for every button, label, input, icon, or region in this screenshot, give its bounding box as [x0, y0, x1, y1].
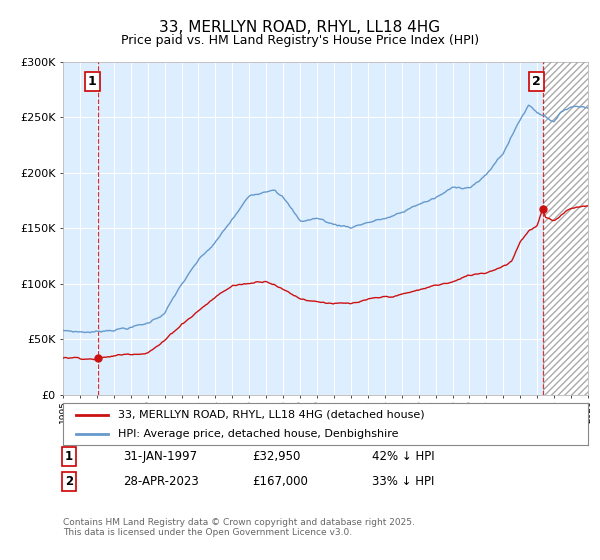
Text: £32,950: £32,950	[252, 450, 301, 463]
Text: Contains HM Land Registry data © Crown copyright and database right 2025.
This d: Contains HM Land Registry data © Crown c…	[63, 518, 415, 538]
Text: 1: 1	[65, 450, 73, 463]
Text: 33% ↓ HPI: 33% ↓ HPI	[372, 475, 434, 488]
Text: 33, MERLLYN ROAD, RHYL, LL18 4HG (detached house): 33, MERLLYN ROAD, RHYL, LL18 4HG (detach…	[118, 409, 425, 419]
Text: 31-JAN-1997: 31-JAN-1997	[123, 450, 197, 463]
Text: HPI: Average price, detached house, Denbighshire: HPI: Average price, detached house, Denb…	[118, 429, 398, 439]
Text: Price paid vs. HM Land Registry's House Price Index (HPI): Price paid vs. HM Land Registry's House …	[121, 34, 479, 46]
Text: 28-APR-2023: 28-APR-2023	[123, 475, 199, 488]
Text: 33, MERLLYN ROAD, RHYL, LL18 4HG: 33, MERLLYN ROAD, RHYL, LL18 4HG	[160, 20, 440, 35]
Text: 2: 2	[532, 75, 541, 88]
Bar	[543, 62, 588, 395]
Bar	[543, 62, 588, 395]
Text: 2: 2	[65, 475, 73, 488]
Text: £167,000: £167,000	[252, 475, 308, 488]
Text: 1: 1	[88, 75, 97, 88]
Text: 42% ↓ HPI: 42% ↓ HPI	[372, 450, 434, 463]
